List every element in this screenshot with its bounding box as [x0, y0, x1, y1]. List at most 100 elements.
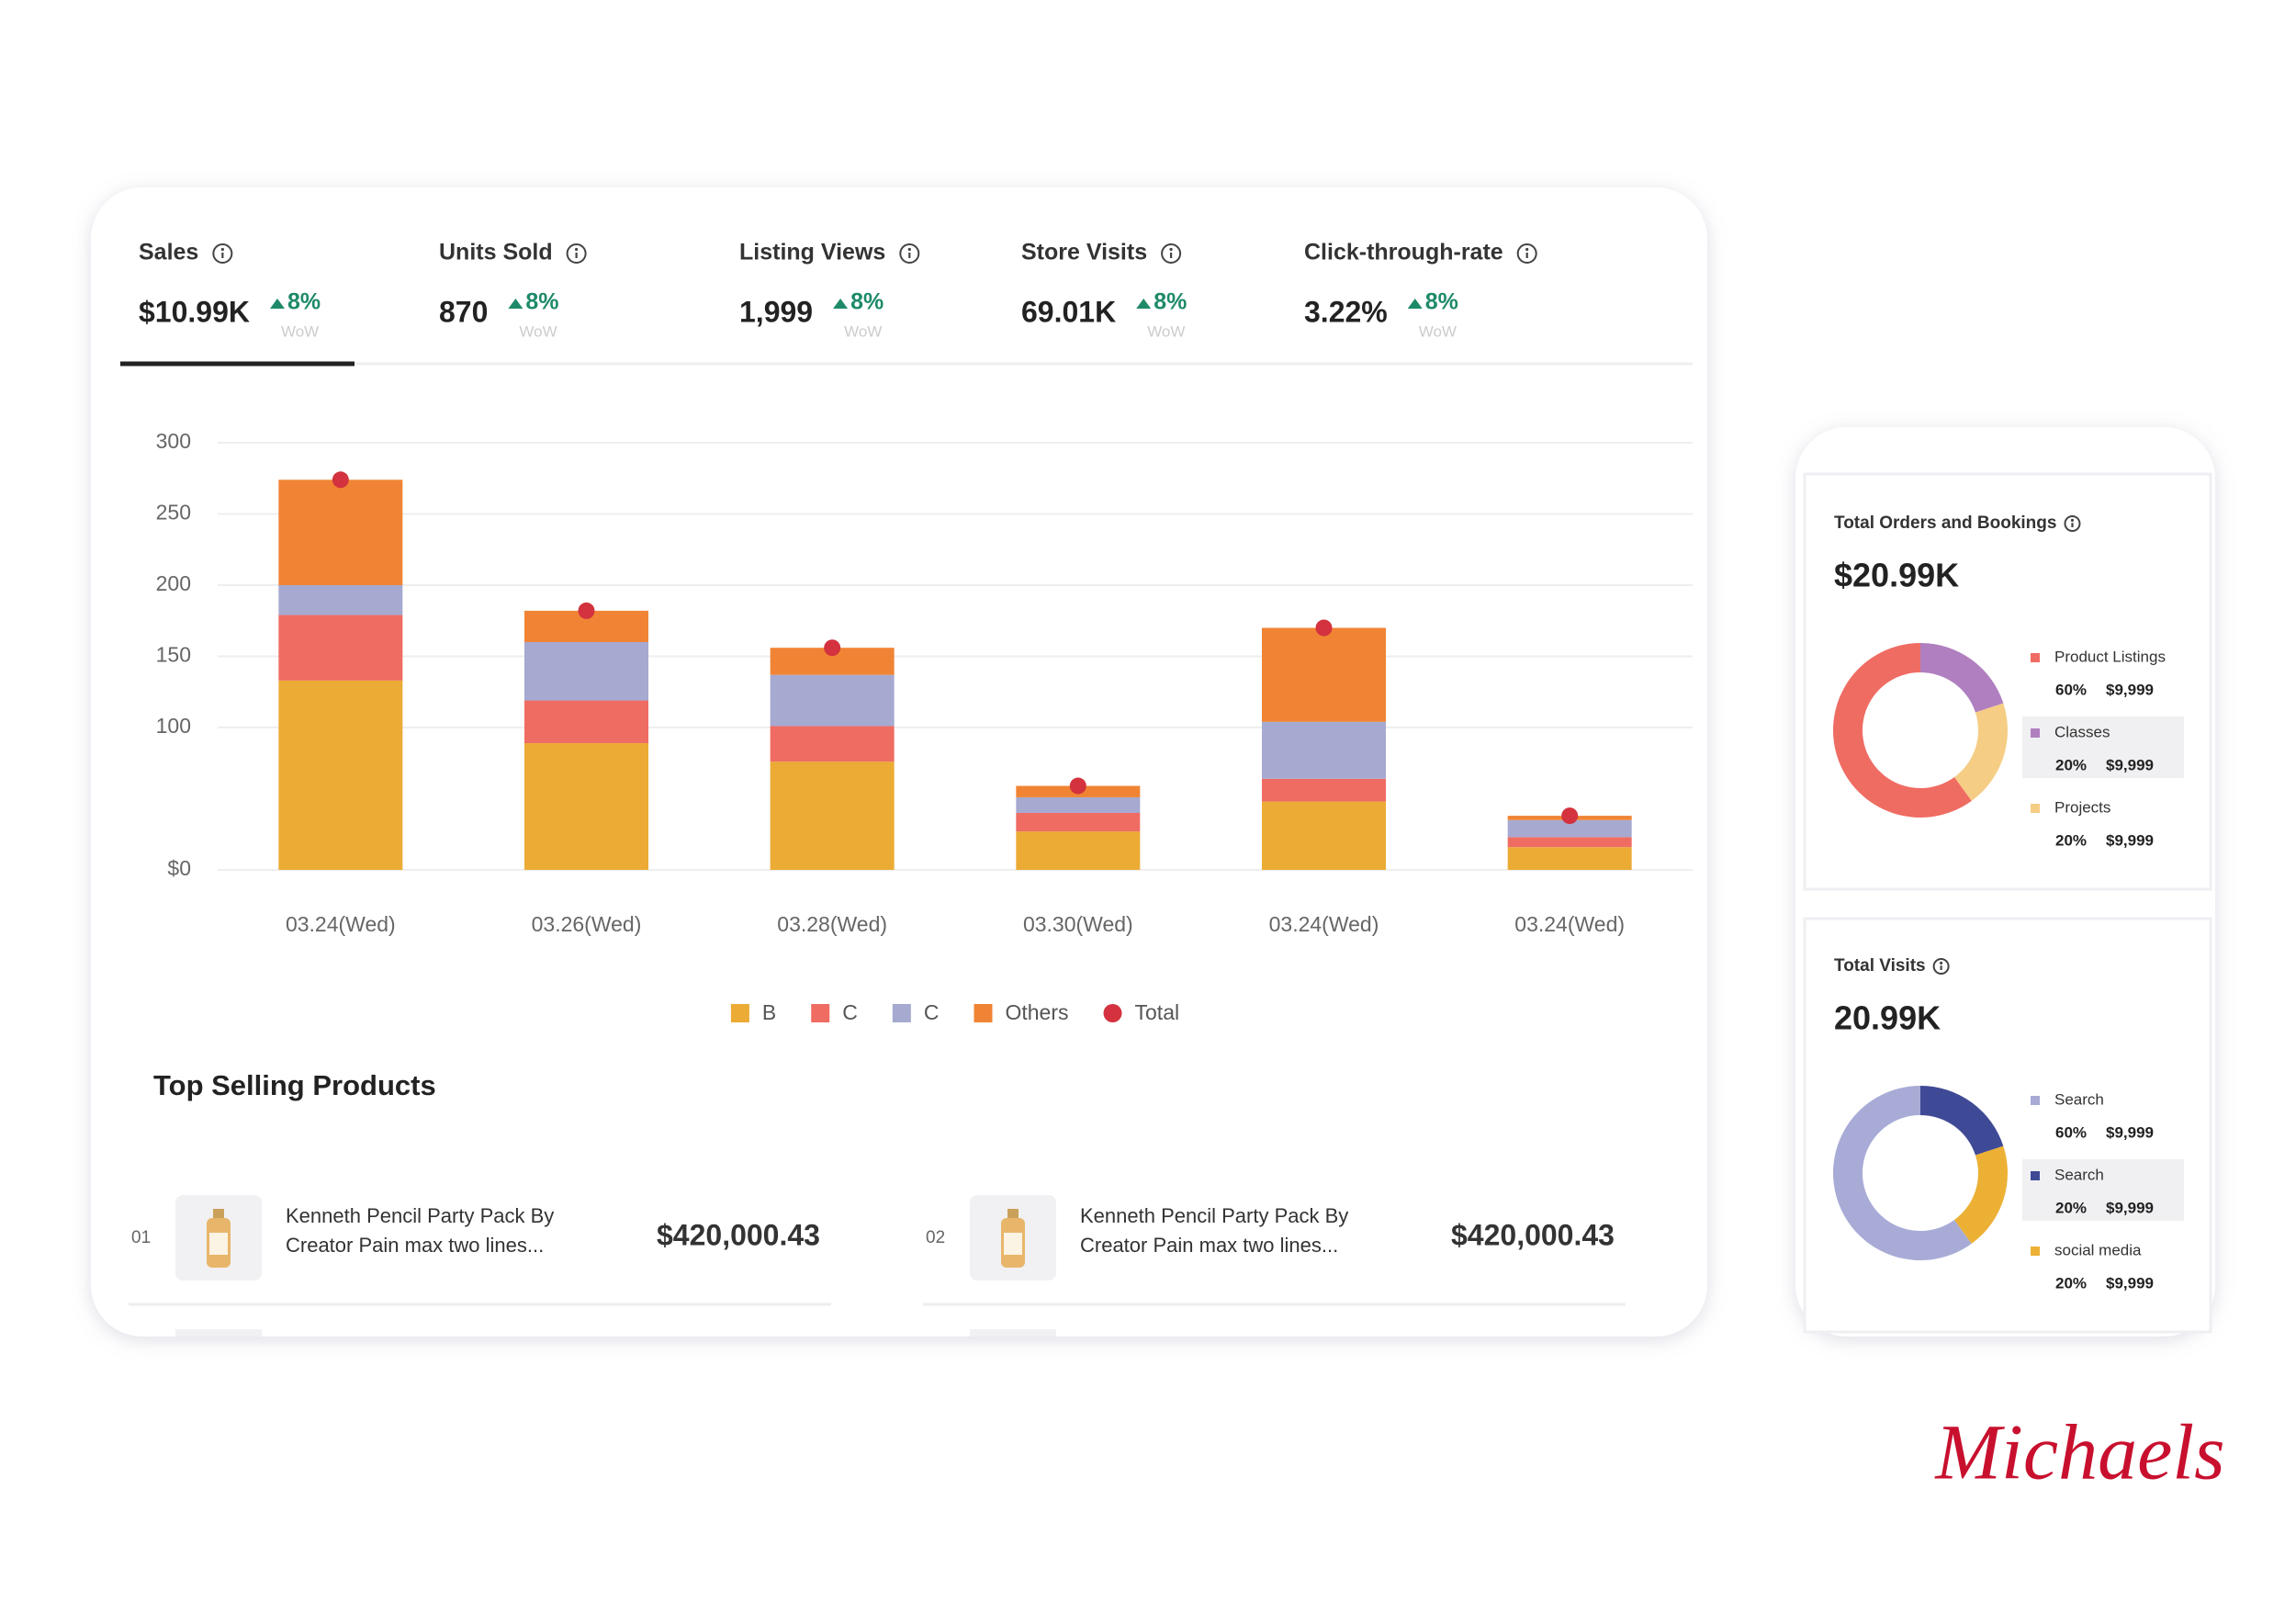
product-name: Kenneth Pencil Party Pack By	[286, 1204, 554, 1227]
panel-value: 20.99K	[1834, 999, 1941, 1037]
info-icon	[2064, 515, 2081, 532]
product-rank: 01	[131, 1228, 151, 1247]
info-icon-dot	[1169, 247, 1173, 252]
legend-amount: $9,999	[2106, 1274, 2154, 1292]
y-tick-label: 250	[156, 501, 191, 525]
next-row-stub	[970, 1329, 1056, 1337]
x-tick-label: 03.24(Wed)	[1269, 912, 1379, 936]
kpi-value: 1,999	[739, 295, 813, 328]
legend-dot	[2031, 1247, 2040, 1256]
kpi-label: Units Sold	[439, 240, 553, 265]
trend-up-icon	[833, 299, 849, 309]
brand-logo: Michaels	[1933, 1408, 2224, 1496]
legend-swatch	[892, 1004, 911, 1022]
info-icon	[566, 243, 587, 264]
y-tick-label: 150	[156, 643, 191, 667]
bar-segment	[1016, 831, 1141, 870]
product-rank: 02	[926, 1228, 945, 1247]
bar-segment	[524, 642, 648, 701]
panel-value: $20.99K	[1834, 557, 1959, 594]
bottle-cap	[213, 1209, 224, 1218]
legend-amount: $9,999	[2106, 1199, 2154, 1216]
legend-label: Others	[1005, 1000, 1068, 1024]
donut-slice	[1833, 643, 1972, 818]
product-price: $420,000.43	[1451, 1218, 1615, 1251]
trend-up-icon	[1407, 299, 1423, 309]
legend-label: social media	[2054, 1241, 2142, 1258]
donut-slice	[1954, 703, 2008, 801]
bar-segment	[1262, 778, 1386, 802]
kpi-change: 8%	[525, 289, 558, 315]
product-name: Creator Pain max two lines...	[286, 1234, 544, 1257]
donut-slice	[1920, 1086, 2004, 1156]
kpi-change: 8%	[287, 289, 321, 315]
x-tick-label: 03.24(Wed)	[286, 912, 396, 936]
trend-up-icon	[269, 299, 285, 309]
bar-segment	[524, 743, 648, 870]
legend-dot	[2031, 1096, 2040, 1105]
info-icon-dot	[907, 247, 911, 252]
kpi-label: Store Visits	[1021, 240, 1147, 265]
legend-label: Search	[2054, 1090, 2104, 1108]
legend-swatch	[1103, 1004, 1122, 1022]
trend-up-icon	[1136, 299, 1152, 309]
donut-slice	[1833, 1086, 1972, 1260]
total-point	[1069, 777, 1086, 795]
kpi-change: 8%	[850, 289, 884, 315]
kpi-period: WoW	[519, 322, 557, 340]
legend-highlight	[2022, 716, 2184, 778]
section-title: Top Selling Products	[153, 1069, 436, 1101]
bar-segment	[1016, 796, 1141, 813]
bar-segment	[1262, 721, 1386, 779]
legend-percent: 20%	[2055, 1199, 2087, 1216]
legend-percent: 60%	[2055, 681, 2087, 698]
info-icon	[212, 243, 233, 264]
y-tick-label: 100	[156, 714, 191, 738]
panel-title: Total Orders and Bookings	[1834, 513, 2056, 533]
bar-segment	[278, 615, 403, 681]
donut-slice	[1920, 643, 2004, 713]
total-point	[824, 639, 841, 657]
bottle-cap	[1007, 1209, 1019, 1218]
product-name: Kenneth Pencil Party Pack By	[1080, 1204, 1348, 1227]
bar-segment	[278, 479, 403, 585]
kpi-period: WoW	[844, 322, 882, 340]
info-icon-dot	[1940, 961, 1943, 965]
kpi-label: Listing Views	[739, 240, 885, 265]
legend-percent: 20%	[2055, 831, 2087, 849]
kpi-value: 870	[439, 295, 488, 328]
kpi-value: 3.22%	[1304, 295, 1388, 328]
legend-swatch	[730, 1004, 749, 1022]
y-tick-label: 200	[156, 571, 191, 595]
kpi-label: Click-through-rate	[1304, 240, 1503, 265]
product-name: Creator Pain max two lines...	[1080, 1234, 1338, 1257]
legend-percent: 20%	[2055, 1274, 2087, 1292]
bottle-label	[1004, 1233, 1022, 1255]
trend-up-icon	[508, 299, 523, 309]
kpi-period: WoW	[281, 322, 319, 340]
bar-segment	[770, 762, 895, 870]
total-point	[578, 602, 595, 619]
bar-segment	[278, 585, 403, 615]
bar-segment	[524, 700, 648, 744]
legend-label: Product Listings	[2054, 648, 2166, 665]
bar-segment	[1016, 813, 1141, 832]
legend-label: B	[762, 1000, 776, 1024]
legend-amount: $9,999	[2106, 756, 2154, 773]
panel-title: Total Visits	[1834, 956, 1926, 976]
legend-highlight	[2022, 1159, 2184, 1221]
bar-segment	[278, 680, 403, 870]
x-tick-label: 03.30(Wed)	[1023, 912, 1133, 936]
info-icon-dot	[220, 247, 224, 252]
legend-swatch	[974, 1004, 993, 1022]
legend-dot	[2031, 804, 2040, 813]
x-tick-label: 03.24(Wed)	[1514, 912, 1625, 936]
next-row-stub	[175, 1329, 262, 1337]
y-tick-label: $0	[167, 856, 191, 880]
total-point	[1561, 807, 1579, 825]
kpi-change: 8%	[1425, 289, 1458, 315]
bottle-label	[209, 1233, 228, 1255]
x-tick-label: 03.28(Wed)	[777, 912, 887, 936]
